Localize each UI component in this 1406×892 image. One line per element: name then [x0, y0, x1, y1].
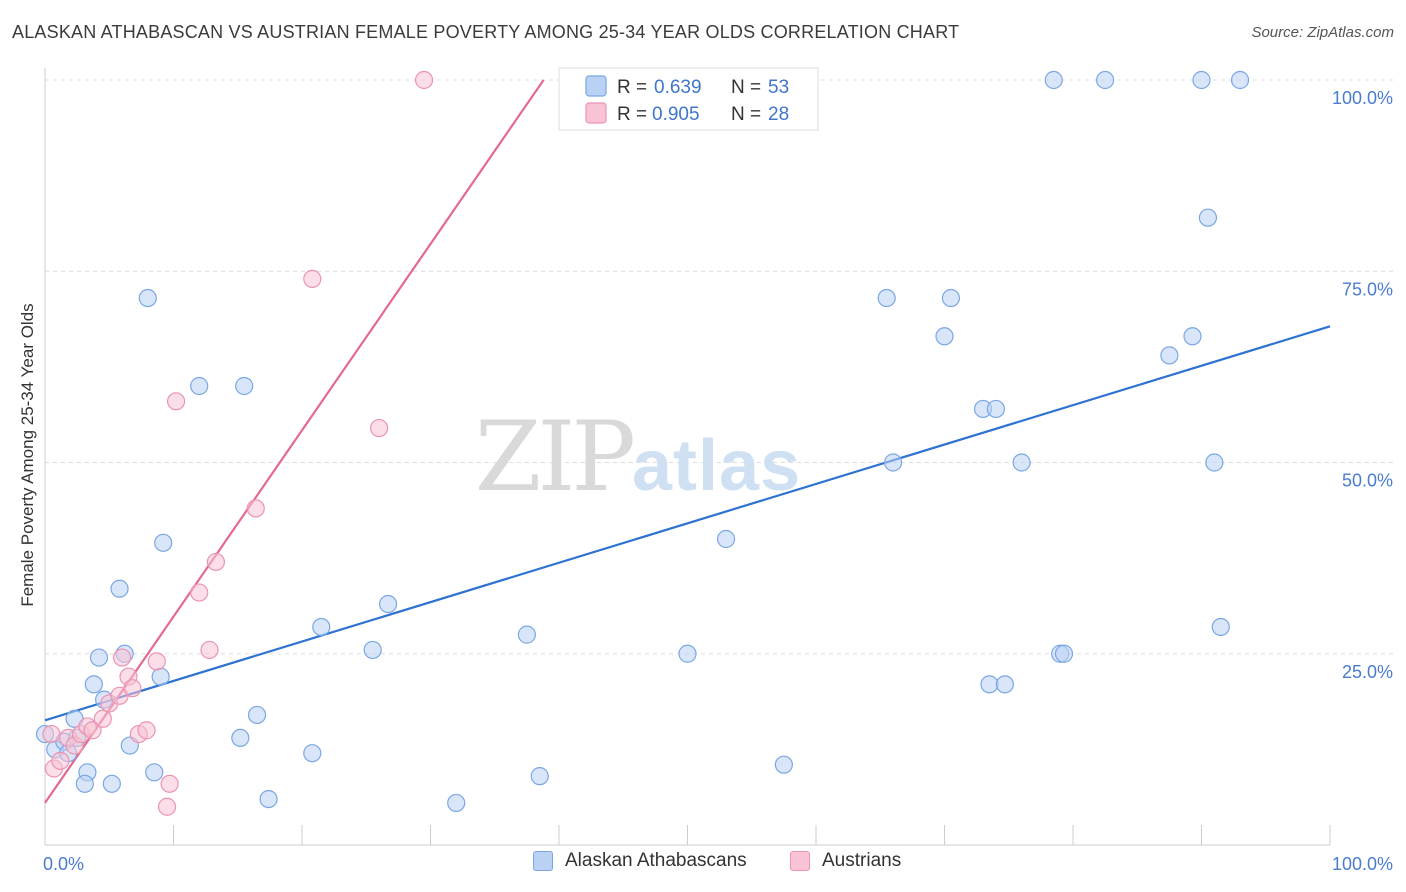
- point-blue-42: [1012, 453, 1031, 472]
- point-pink-26: [414, 70, 434, 90]
- y-tick-label-75: 75.0%: [1342, 279, 1393, 299]
- legend-swatch-alaskan-athabascans: [533, 851, 553, 871]
- point-blue-26: [363, 640, 382, 660]
- legend-label-alaskan-athabascans: Alaskan Athabascans: [565, 850, 747, 871]
- point-pink-18: [160, 774, 179, 793]
- point-pink-0: [42, 724, 61, 744]
- point-blue-36: [935, 327, 954, 346]
- legend-n-value-blue: 53: [768, 77, 789, 98]
- point-blue-15: [138, 288, 157, 308]
- point-blue-47: [1160, 346, 1179, 365]
- point-pink-23: [246, 499, 265, 518]
- point-blue-31: [678, 644, 697, 663]
- point-blue-39: [986, 399, 1006, 419]
- legend-swatch-pink: [585, 102, 607, 124]
- point-blue-27: [378, 594, 398, 614]
- point-pink-19: [166, 392, 186, 411]
- y-tick-label-25: 25.0%: [1342, 662, 1393, 682]
- point-blue-52: [1211, 617, 1230, 637]
- point-pink-11: [112, 648, 132, 667]
- series-legend: Alaskan Athabascans Austrians: [0, 850, 1406, 880]
- legend-item-alaskan-athabascans: Alaskan Athabascans: [533, 850, 747, 872]
- point-blue-9: [89, 648, 109, 667]
- point-blue-51: [1205, 453, 1224, 472]
- point-pink-16: [147, 652, 166, 671]
- legend-swatch-austrians: [790, 851, 810, 871]
- y-tick-label-100: 100.0%: [1332, 88, 1393, 108]
- legend-n-label-blue: N =: [731, 77, 761, 98]
- point-blue-29: [517, 625, 536, 644]
- point-blue-23: [259, 789, 278, 809]
- point-blue-21: [235, 376, 254, 396]
- axes: [44, 68, 1331, 846]
- legend-r-label-pink: R =: [617, 104, 647, 125]
- point-blue-24: [303, 744, 322, 763]
- watermark: ZIP atlas: [475, 401, 801, 513]
- legend-swatch-blue: [585, 75, 607, 97]
- point-blue-30: [530, 767, 549, 786]
- point-pink-8: [93, 709, 112, 728]
- chart-title: ALASKAN ATHABASCAN VS AUSTRIAN FEMALE PO…: [12, 22, 960, 42]
- legend-r-value-pink: 0.905: [652, 104, 700, 125]
- point-blue-33: [774, 755, 793, 774]
- legend-n-label-pink: N =: [731, 104, 761, 125]
- legend-n-value-pink: 28: [768, 104, 789, 125]
- legend-item-austrians: Austrians: [790, 850, 901, 872]
- point-pink-17: [157, 797, 177, 816]
- point-blue-40: [980, 675, 999, 694]
- point-blue-49: [1192, 70, 1211, 90]
- point-blue-46: [1096, 70, 1115, 90]
- point-blue-25: [312, 617, 331, 637]
- point-blue-7: [75, 774, 94, 793]
- point-pink-2: [51, 751, 70, 770]
- watermark-zip: ZIP: [475, 401, 634, 513]
- x-tick-label-0: 0.0%: [43, 854, 84, 874]
- point-blue-12: [110, 579, 129, 598]
- legend-r-value-blue: 0.639: [654, 77, 702, 98]
- point-blue-53: [1230, 70, 1250, 90]
- point-blue-28: [447, 793, 466, 813]
- point-pink-24: [303, 269, 322, 288]
- watermark-atlas: atlas: [632, 426, 801, 506]
- legend-label-austrians: Austrians: [822, 850, 902, 871]
- point-pink-7: [83, 721, 102, 740]
- point-blue-16: [145, 763, 164, 782]
- point-pink-20: [190, 583, 209, 602]
- point-blue-48: [1183, 327, 1202, 346]
- source-credit: Source: ZipAtlas.com: [1251, 24, 1394, 41]
- point-blue-11: [102, 774, 121, 793]
- data-points: [35, 70, 1250, 816]
- point-blue-37: [941, 288, 961, 308]
- y-tick-label-50: 50.0%: [1342, 471, 1393, 491]
- point-blue-8: [84, 675, 103, 694]
- point-blue-18: [154, 533, 173, 552]
- stats-legend: R = 0.639 N = 53 R = 0.905 N = 28: [558, 67, 819, 131]
- legend-r-label-blue: R =: [617, 77, 647, 98]
- point-blue-22: [247, 705, 267, 725]
- point-blue-45: [1044, 70, 1063, 90]
- point-blue-19: [190, 376, 209, 396]
- point-blue-41: [995, 675, 1014, 694]
- trend-line-blue: [44, 325, 1331, 722]
- point-pink-21: [200, 640, 219, 660]
- point-blue-32: [716, 529, 736, 549]
- point-blue-20: [231, 728, 250, 748]
- point-blue-50: [1198, 208, 1218, 227]
- point-blue-34: [877, 288, 896, 308]
- point-pink-13: [123, 679, 142, 698]
- tick-labels: 25.0% 50.0% 75.0% 100.0% 0.0% 100.0%: [43, 88, 1393, 874]
- point-blue-35: [883, 453, 903, 472]
- point-blue-17: [151, 667, 170, 686]
- point-pink-15: [137, 721, 156, 740]
- x-tick-label-100: 100.0%: [1332, 854, 1393, 874]
- point-blue-44: [1054, 644, 1074, 663]
- gridlines: [45, 79, 1393, 655]
- point-pink-25: [370, 418, 389, 438]
- point-pink-22: [206, 552, 226, 572]
